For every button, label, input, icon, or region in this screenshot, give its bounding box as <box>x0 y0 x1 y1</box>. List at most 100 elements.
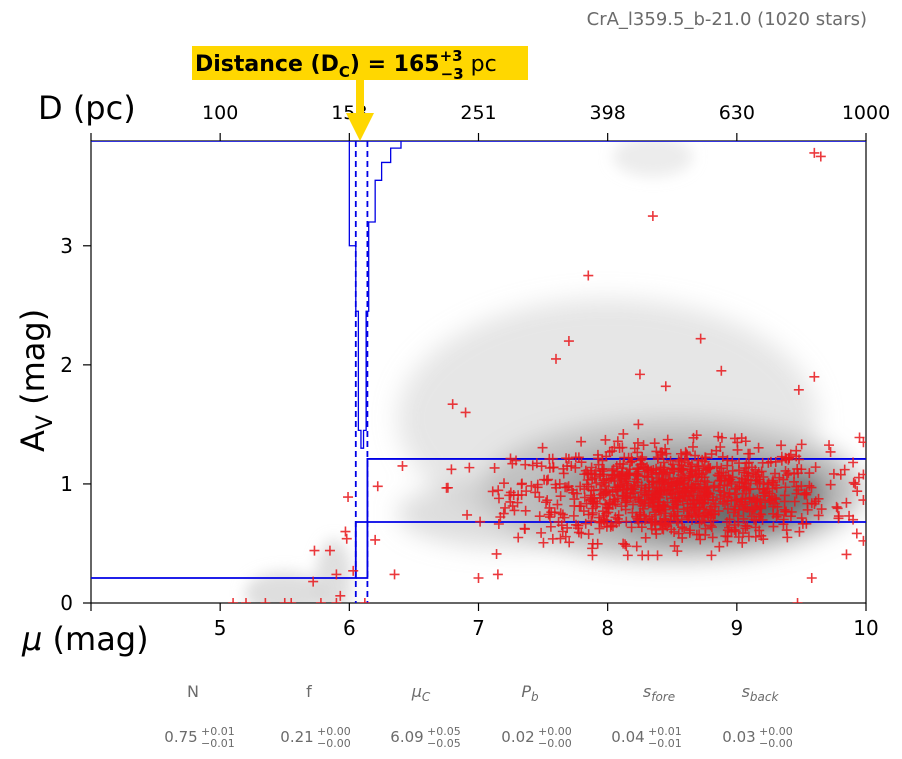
star-marker <box>703 494 714 505</box>
star-marker <box>716 432 727 443</box>
star-marker <box>774 472 785 483</box>
star-marker <box>697 454 708 465</box>
star-marker <box>609 472 620 483</box>
star-marker <box>493 519 504 530</box>
star-marker <box>726 526 737 537</box>
star-marker <box>614 442 625 453</box>
star-marker <box>785 511 796 522</box>
star-marker <box>662 434 673 445</box>
banner-unit: pc <box>464 52 497 77</box>
param-name: Pb <box>521 682 539 704</box>
star-marker <box>776 440 787 451</box>
star-marker <box>534 492 545 503</box>
star-marker <box>543 509 554 520</box>
star-marker <box>732 444 743 455</box>
star-marker <box>688 495 699 506</box>
top-tick-label: 100 <box>202 102 238 124</box>
star-marker <box>545 521 556 532</box>
star-marker <box>626 522 637 533</box>
star-marker <box>695 333 706 344</box>
star-marker <box>850 479 861 490</box>
top-tick-label: 251 <box>460 102 496 124</box>
star-marker <box>370 534 381 545</box>
star-marker <box>660 443 671 454</box>
param-value: 0.03 <box>722 728 755 746</box>
star-marker <box>335 590 346 601</box>
star-marker <box>600 434 611 445</box>
star-marker <box>475 516 486 527</box>
star-marker <box>773 509 784 520</box>
param-err-plus: +0.00 <box>759 725 793 738</box>
star-marker <box>809 371 820 382</box>
star-marker <box>789 476 800 487</box>
star-marker <box>713 506 724 517</box>
param-err-plus: +0.01 <box>201 725 235 738</box>
star-marker <box>722 503 733 514</box>
star-marker <box>802 504 813 515</box>
star-marker <box>758 534 769 545</box>
star-marker <box>779 504 790 515</box>
star-marker <box>541 497 552 508</box>
star-marker <box>228 598 239 603</box>
star-marker <box>500 502 511 513</box>
star-marker <box>340 526 351 537</box>
star-marker <box>651 446 662 457</box>
star-marker <box>797 518 808 529</box>
star-marker <box>647 211 658 222</box>
star-marker <box>685 525 696 536</box>
star-marker <box>749 514 760 525</box>
star-marker <box>566 484 577 495</box>
star-marker <box>716 463 727 474</box>
star-marker <box>372 481 383 492</box>
param-name: sback <box>742 682 780 704</box>
x-tick-label: 6 <box>343 616 356 640</box>
star-marker <box>660 520 671 531</box>
star-marker <box>791 445 802 456</box>
star-marker <box>768 521 779 532</box>
star-marker <box>696 497 707 508</box>
density-map <box>244 141 863 603</box>
star-marker <box>651 478 662 489</box>
star-marker <box>677 522 688 533</box>
star-marker <box>657 501 668 512</box>
banner-arrow-shaft <box>356 80 364 116</box>
star-marker <box>714 475 725 486</box>
star-marker <box>685 464 696 475</box>
param-err-plus: +0.00 <box>317 725 351 738</box>
star-marker <box>543 474 554 485</box>
star-marker <box>647 469 658 480</box>
star-marker <box>694 529 705 540</box>
param-name: sfore <box>643 682 675 704</box>
star-marker <box>544 462 555 473</box>
star-marker <box>670 510 681 521</box>
star-marker <box>781 469 792 480</box>
banner-err-plus: +3 <box>440 47 463 65</box>
star-marker <box>683 512 694 523</box>
star-marker <box>555 491 566 502</box>
star-marker <box>792 463 803 474</box>
star-marker <box>586 462 597 473</box>
star-marker <box>732 483 743 494</box>
star-marker <box>638 440 649 451</box>
param-value: 0.75 <box>164 728 197 746</box>
star-marker <box>552 499 563 510</box>
distance-pdf <box>348 141 402 449</box>
top-tick-label: 1000 <box>842 102 890 124</box>
star-marker <box>607 445 618 456</box>
star-marker <box>696 515 707 526</box>
param-err-minus: −0.00 <box>538 737 572 750</box>
star-marker <box>699 472 710 483</box>
star-marker <box>641 490 652 501</box>
star-marker <box>684 472 695 483</box>
star-marker <box>839 464 850 475</box>
star-marker <box>601 508 612 519</box>
star-marker <box>556 520 567 531</box>
star-marker <box>634 369 645 380</box>
star-marker <box>831 501 842 512</box>
param-err-minus: −0.05 <box>427 737 461 750</box>
star-marker <box>668 473 679 484</box>
star-marker <box>447 399 458 410</box>
star-marker <box>563 336 574 347</box>
star-marker <box>576 436 587 447</box>
star-marker <box>582 475 593 486</box>
